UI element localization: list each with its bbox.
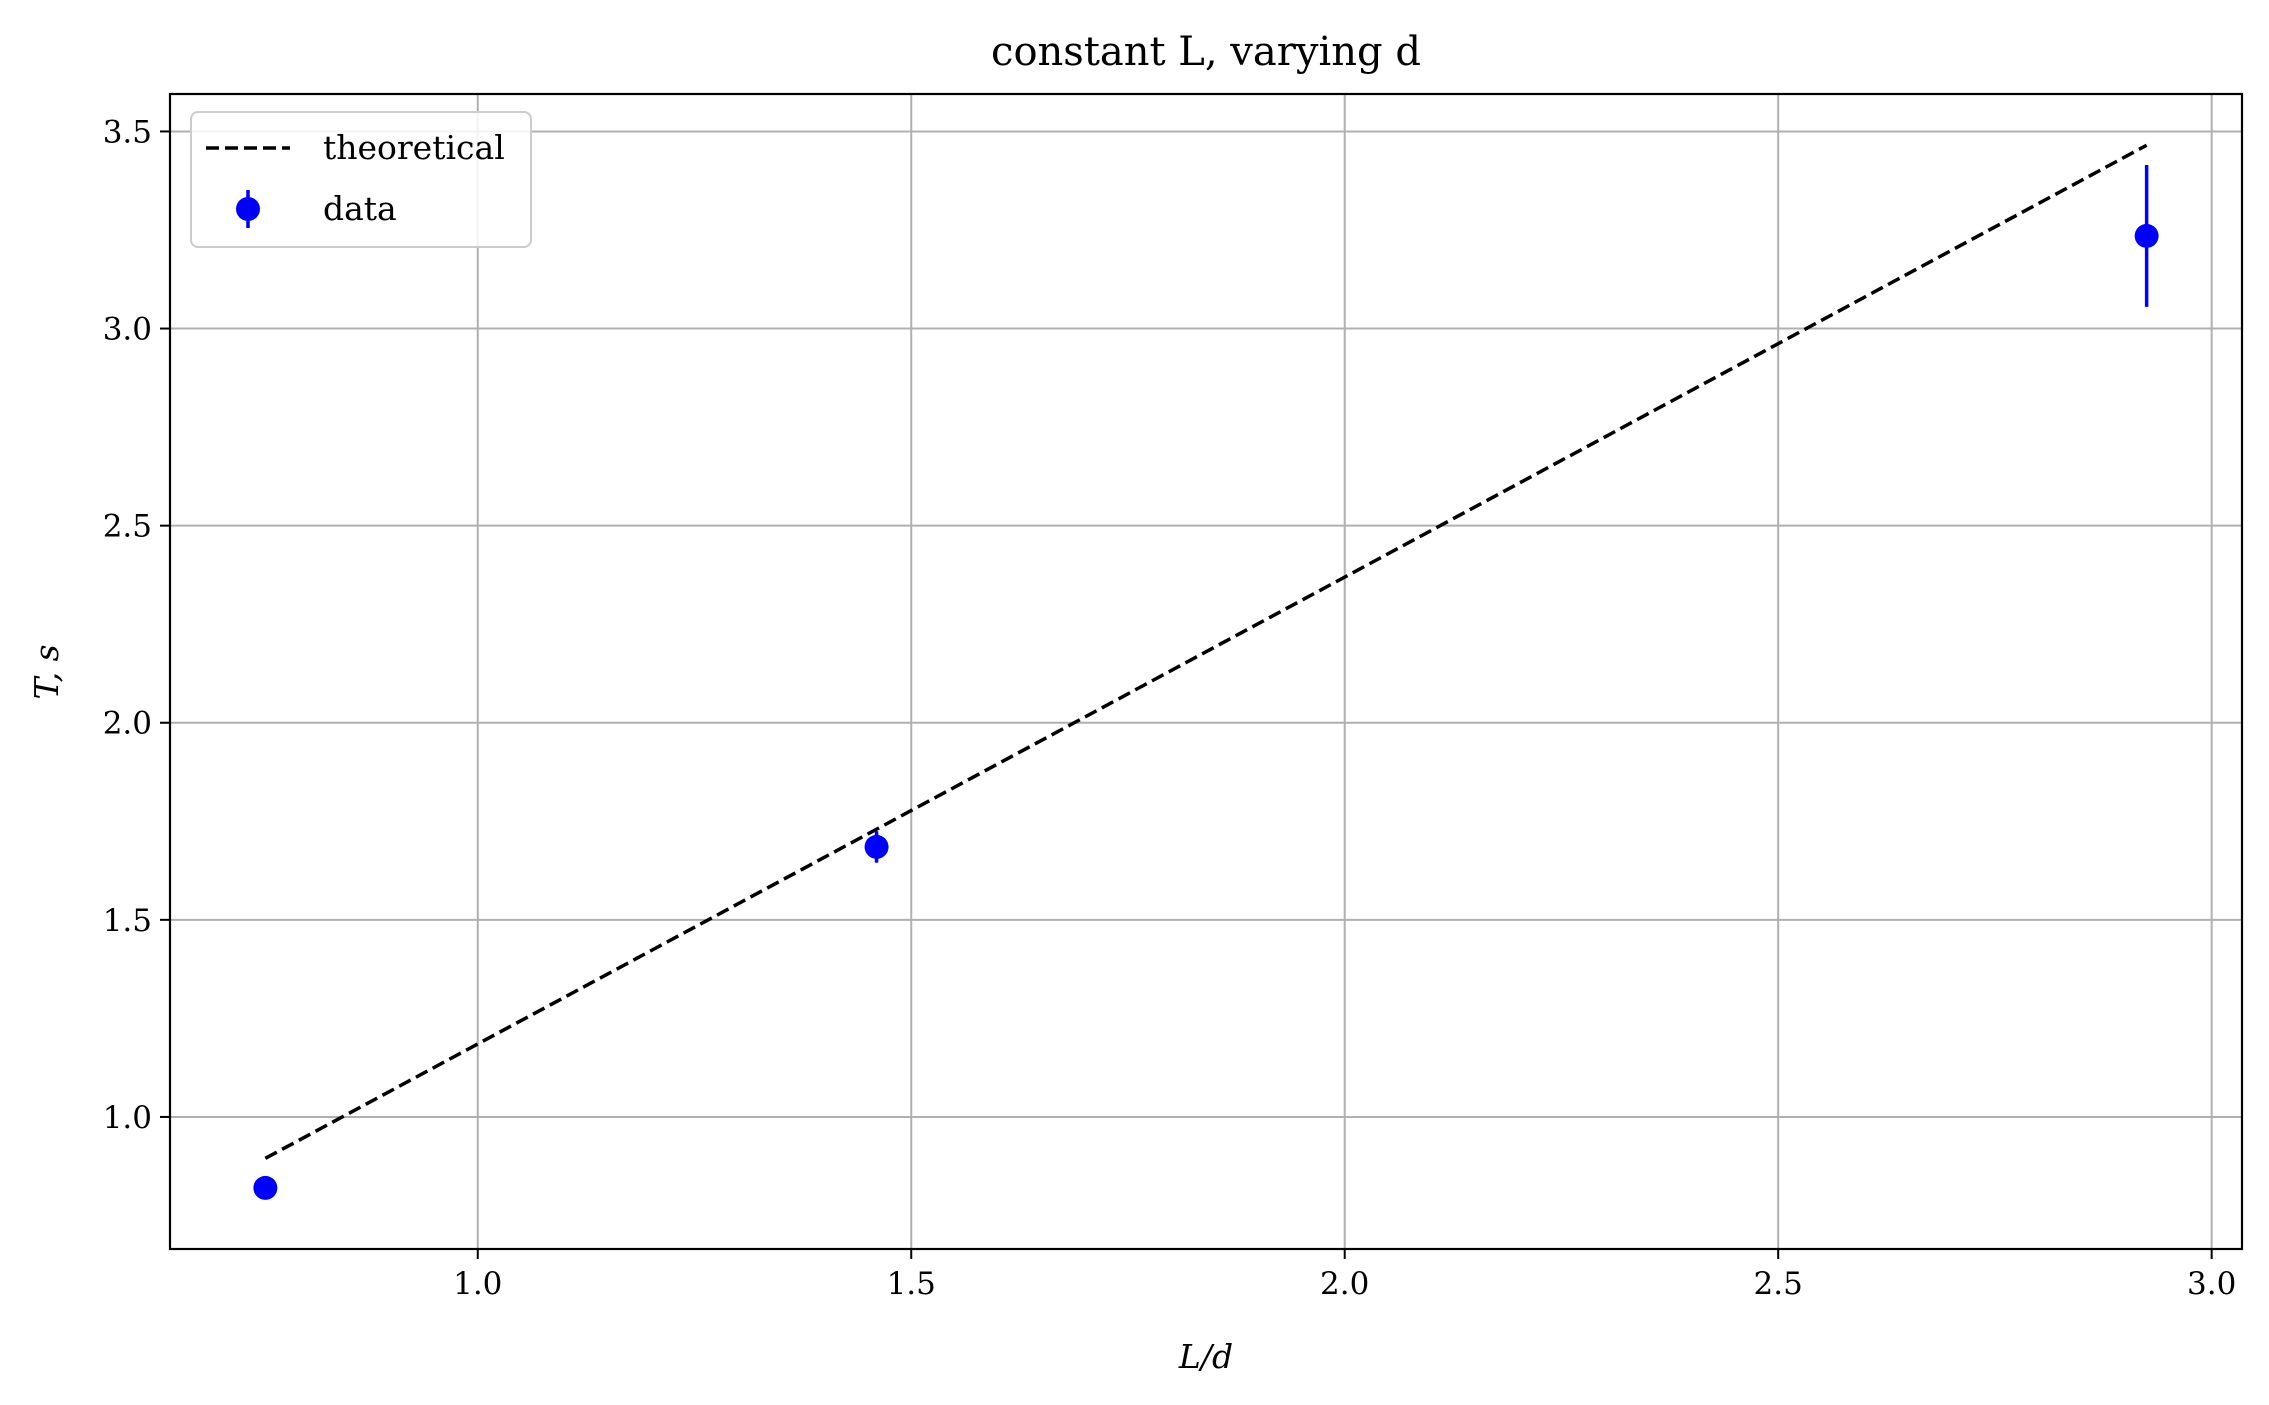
x-axis-ticks: 1.0 1.5 2.0 2.5 3.0 <box>453 1249 2236 1302</box>
data-point <box>253 1175 278 1200</box>
legend: theoretical data <box>190 111 532 248</box>
x-axis-label: L/d <box>1178 1337 1233 1376</box>
x-tick-label: 2.0 <box>1320 1266 1369 1302</box>
y-tick-label: 3.0 <box>103 312 152 348</box>
y-tick-label: 1.5 <box>103 903 152 939</box>
theoretical-series <box>264 143 2148 1160</box>
data-point <box>2134 223 2159 248</box>
y-tick-label: 2.0 <box>103 706 152 742</box>
plot-area-frame <box>168 92 2244 1251</box>
data-series <box>253 164 2159 1200</box>
legend-data-marker <box>236 197 260 221</box>
x-tick-label: 3.0 <box>2187 1266 2236 1302</box>
y-axis-label: T, s <box>27 644 66 699</box>
chart-title: constant L, varying d <box>991 29 1421 75</box>
legend-box <box>190 111 532 248</box>
y-tick-label: 1.0 <box>103 1100 152 1136</box>
x-tick-label: 1.5 <box>887 1266 936 1302</box>
legend-theoretical-label: theoretical <box>323 128 505 167</box>
gridlines <box>170 94 2242 1249</box>
y-tick-label: 2.5 <box>103 509 152 545</box>
y-axis-ticks: 1.0 1.5 2.0 2.5 3.0 3.5 <box>103 114 170 1136</box>
y-tick-label: 3.5 <box>103 114 152 150</box>
x-tick-label: 1.0 <box>453 1266 502 1302</box>
legend-data-label: data <box>323 189 397 228</box>
theoretical-line <box>264 143 2148 1160</box>
data-point <box>864 834 889 859</box>
x-tick-label: 2.5 <box>1754 1266 1803 1302</box>
